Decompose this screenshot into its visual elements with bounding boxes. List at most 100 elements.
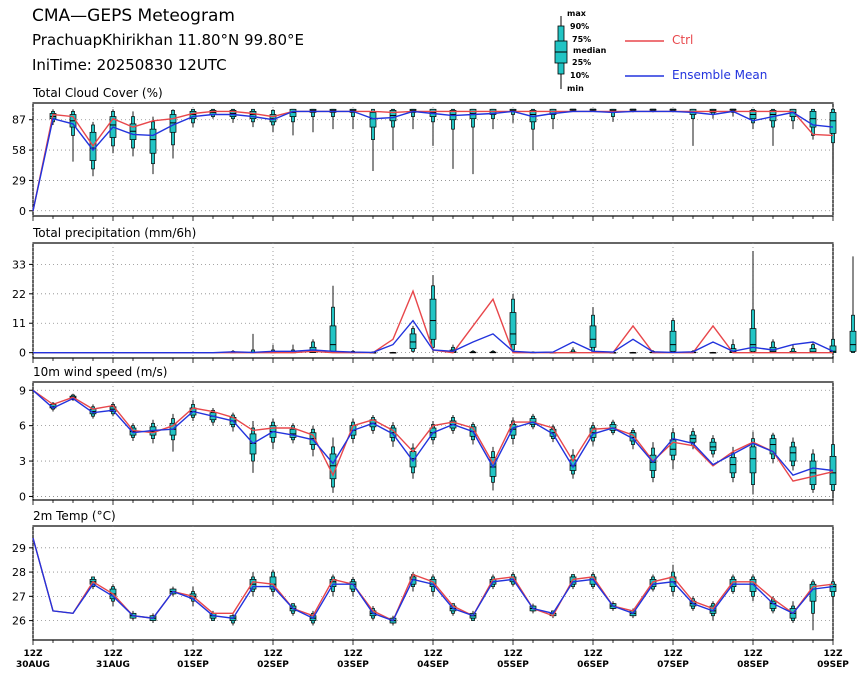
- ensemble-box: [269, 418, 277, 450]
- ensemble-box: [489, 349, 497, 354]
- y-tick-label: 87: [12, 114, 26, 127]
- ensemble-box: [809, 449, 817, 493]
- init-time-label: IniTime: 20250830 12UTC: [32, 56, 227, 74]
- panel-2: 0 11 22 33 Total precipitation (mm/6h): [12, 226, 857, 363]
- iqr-box: [189, 111, 197, 120]
- legend-p75: 75%: [572, 35, 592, 44]
- x-tick-label-time: 12Z: [263, 649, 283, 659]
- ensemble-box: [789, 437, 797, 471]
- panel-3: 0 3 6 9 10m wind speed (m/s): [19, 365, 837, 505]
- x-tick-label-date: 03SEP: [337, 660, 369, 670]
- ensemble-box: [369, 108, 377, 172]
- ensemble-box: [329, 285, 337, 354]
- iqr-box: [669, 330, 677, 352]
- ensemble-mean-line: [32, 537, 834, 622]
- ensemble-box: [289, 423, 297, 444]
- y-tick-label: 27: [12, 590, 26, 603]
- iqr-box: [729, 579, 737, 587]
- y-tick-label: 0: [19, 490, 26, 503]
- ensemble-box: [109, 109, 117, 154]
- ensemble-box: [509, 293, 517, 353]
- iqr-box: [729, 457, 737, 474]
- ensemble-box: [689, 108, 697, 146]
- ensemble-box: [569, 108, 577, 112]
- ensemble-mean-line: [32, 389, 834, 477]
- x-tick-label-date: 07SEP: [657, 660, 689, 670]
- x-tick-label-date: 31AUG: [96, 660, 130, 670]
- ensemble-box: [749, 108, 757, 130]
- ensemble-mean-line: [33, 319, 834, 354]
- panel-title: Total Cloud Cover (%): [32, 86, 163, 100]
- x-tick-label-date: 30AUG: [16, 660, 50, 670]
- iqr-box: [149, 128, 157, 154]
- y-tick-label: 58: [12, 144, 26, 157]
- y-tick-label: 0: [19, 205, 26, 218]
- iqr-box: [829, 112, 837, 134]
- x-tick-label-time: 12Z: [743, 649, 763, 659]
- ensemble-box: [249, 572, 257, 597]
- y-tick-label: 9: [19, 384, 26, 397]
- legend-p90: 90%: [570, 22, 590, 31]
- x-tick-label-date: 04SEP: [417, 660, 449, 670]
- x-tick-label-date: 09SEP: [817, 660, 849, 670]
- ensemble-mean-line: [32, 110, 834, 211]
- iqr-box: [329, 325, 337, 352]
- ensemble-box: [489, 108, 497, 130]
- ensemble-box: [749, 431, 757, 495]
- x-tick-label-time: 12Z: [423, 649, 443, 659]
- iqr-box: [409, 333, 417, 349]
- ensemble-box: [589, 307, 597, 353]
- panel-title: 2m Temp (°C): [33, 509, 116, 523]
- ensemble-box: [449, 108, 457, 169]
- iqr-box: [369, 112, 377, 128]
- ensemble-box: [749, 574, 757, 602]
- iqr-box: [669, 439, 677, 456]
- panel-title: Total precipitation (mm/6h): [32, 226, 196, 240]
- x-tick-label-date: 06SEP: [577, 660, 609, 670]
- ensemble-box: [229, 412, 237, 432]
- y-tick-label: 22: [12, 288, 26, 301]
- ensemble-box: [829, 437, 837, 497]
- iqr-box: [589, 325, 597, 348]
- ensemble-box: [429, 275, 437, 353]
- iqr-box: [709, 441, 717, 451]
- ensemble-box: [309, 108, 317, 133]
- y-tick-label: 28: [12, 566, 26, 579]
- x-tick-label-date: 02SEP: [257, 660, 289, 670]
- ensemble-box: [389, 351, 397, 354]
- header: CMA—GEPS Meteogram PrachuapKhirikhan 11.…: [0, 0, 860, 100]
- iqr-box: [249, 111, 257, 120]
- iqr-box: [289, 428, 297, 438]
- x-tick-label-date: 05SEP: [497, 660, 529, 670]
- x-tick-label-time: 12Z: [503, 649, 523, 659]
- ensemble-box: [769, 432, 777, 464]
- iqr-box: [789, 446, 797, 462]
- iqr-box: [129, 123, 137, 140]
- iqr-box: [429, 298, 437, 340]
- legend-ctrl-label: Ctrl: [672, 33, 694, 47]
- ensemble-box: [829, 331, 837, 354]
- panel-4: 26 27 28 29 2m Temp (°C): [12, 509, 837, 645]
- iqr-box: [269, 576, 277, 590]
- legend-median: median: [573, 46, 607, 55]
- legend-min: min: [567, 84, 584, 93]
- y-tick-label: 11: [12, 317, 26, 330]
- ensemble-box: [629, 351, 637, 354]
- legend-box-sample: [554, 16, 664, 89]
- ensemble-box: [729, 446, 737, 483]
- x-tick-label-time: 12Z: [23, 649, 43, 659]
- x-tick-label-time: 12Z: [583, 649, 603, 659]
- iqr-box: [769, 438, 777, 455]
- ensemble-box: [169, 413, 177, 452]
- ensemble-box: [829, 579, 837, 604]
- legend-mean-label: Ensemble Mean: [672, 68, 768, 82]
- panel-1: 0 29 58 87 Total Cloud Cover (%): [12, 86, 837, 221]
- location-label: PrachuapKhirikhan 11.80°N 99.80°E: [32, 31, 304, 49]
- iqr-box: [749, 579, 757, 592]
- x-tick-label-date: 08SEP: [737, 660, 769, 670]
- ctrl-line: [32, 110, 834, 211]
- ensemble-box: [249, 108, 257, 128]
- legend-p10: 10%: [570, 71, 590, 80]
- ensemble-box: [329, 108, 337, 130]
- x-tick-label-time: 12Z: [823, 649, 843, 659]
